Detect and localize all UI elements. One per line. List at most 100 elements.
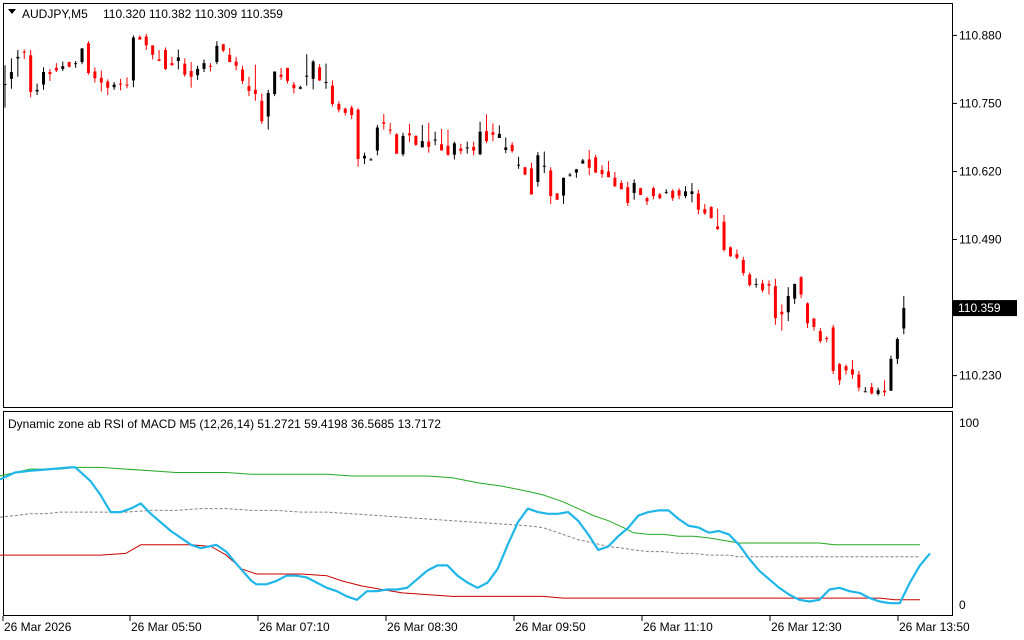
candle-body [876, 390, 880, 394]
candle-body [619, 182, 623, 190]
candle-body [645, 198, 649, 202]
candle-body [407, 133, 411, 136]
triangle-down-icon[interactable] [8, 9, 16, 14]
candle-body [542, 165, 546, 167]
candle-body [709, 207, 713, 219]
candle-body [754, 284, 758, 286]
candle-body [292, 84, 296, 89]
candle-body [850, 369, 854, 375]
price-axis: 110.880 110.750 110.620 110.490 110.230 [952, 28, 1002, 383]
candle-body [883, 390, 887, 393]
candle-body [433, 139, 437, 141]
candle-body [3, 84, 7, 86]
candle-body [260, 100, 264, 122]
candle-body [664, 191, 668, 193]
candle-body [677, 190, 681, 196]
price-panel[interactable] [3, 3, 953, 408]
candle-body [131, 37, 135, 81]
candle-body [594, 157, 598, 173]
candle-body [786, 296, 790, 313]
candle-body [574, 169, 578, 173]
candle-body [48, 72, 52, 75]
candle-body [112, 84, 116, 88]
candle-body [305, 75, 309, 77]
candle-body [202, 63, 206, 69]
candle-body [22, 51, 26, 53]
candle-body [478, 131, 482, 155]
candle-body [748, 274, 752, 286]
time-tick-label: 26 Mar 2026 [4, 620, 72, 634]
candle-body [189, 70, 193, 77]
indicator-tick-label: 100 [959, 416, 979, 430]
time-tick-label: 26 Mar 07:10 [259, 620, 330, 634]
candle-body [93, 71, 97, 79]
candle-body [196, 68, 200, 76]
upper-band-line [0, 466, 920, 546]
time-tick-label: 26 Mar 05:50 [131, 620, 202, 634]
candle-body [170, 63, 174, 66]
candle-body [119, 83, 123, 85]
candle-body [138, 36, 142, 40]
candle-body [632, 182, 636, 193]
candle-body [343, 108, 347, 113]
candle-body [446, 145, 450, 155]
candle-body [356, 109, 360, 159]
candle-body [895, 338, 899, 359]
candle-body [536, 155, 540, 182]
candle-body [74, 63, 78, 65]
candle-body [613, 177, 617, 187]
candle-body [9, 72, 13, 79]
time-axis: 26 Mar 2026 26 Mar 05:50 26 Mar 07:10 26 Ma… [2, 616, 970, 634]
candle-body [241, 69, 245, 81]
candle-body [568, 174, 572, 176]
candle-body [228, 54, 232, 63]
candle-body [363, 155, 367, 159]
candle-body [382, 122, 386, 124]
candle-body [215, 45, 219, 63]
price-tick-label: 110.750 [959, 96, 1002, 110]
candle-body [106, 81, 110, 88]
candle-body [86, 43, 90, 74]
candle-body [651, 188, 655, 197]
candle-body [42, 72, 46, 85]
candle-body [350, 107, 354, 115]
candle-body [806, 303, 809, 324]
candle-body [395, 134, 399, 154]
candle-body [793, 284, 797, 299]
candle-body [253, 89, 257, 95]
candle-body [696, 193, 700, 210]
candle-body [812, 318, 816, 327]
time-tick-label: 26 Mar 12:30 [771, 620, 842, 634]
candle-body [600, 169, 604, 175]
candle-body [273, 71, 277, 95]
candle-body [427, 141, 431, 147]
candle-body [491, 132, 495, 135]
indicator-panel[interactable] [3, 411, 953, 616]
lower-band-line [0, 544, 920, 601]
candle-body [266, 92, 270, 117]
candle-body [298, 87, 302, 89]
candle-body [587, 159, 591, 168]
candle-body [728, 247, 732, 257]
candle-body [825, 337, 829, 339]
candle-body [626, 187, 630, 203]
price-tick-label: 110.490 [959, 233, 1002, 247]
candle-body [330, 85, 334, 104]
candle-body [144, 36, 148, 46]
candle-body [472, 146, 476, 151]
candle-body [369, 159, 373, 161]
candle-body [639, 188, 643, 196]
candle-body [844, 366, 848, 371]
candle-body [485, 131, 488, 142]
candle-body [703, 209, 707, 214]
candle-body [318, 67, 322, 81]
candle-body [581, 160, 585, 164]
candle-body [780, 311, 784, 315]
indicator-tick-label: 0 [959, 598, 966, 612]
price-tag: 110.359 [953, 300, 1017, 317]
candle-body [35, 89, 39, 92]
candle-body [523, 167, 527, 175]
middle-band-line [0, 508, 920, 558]
time-tick-label: 26 Mar 11:10 [643, 620, 713, 634]
